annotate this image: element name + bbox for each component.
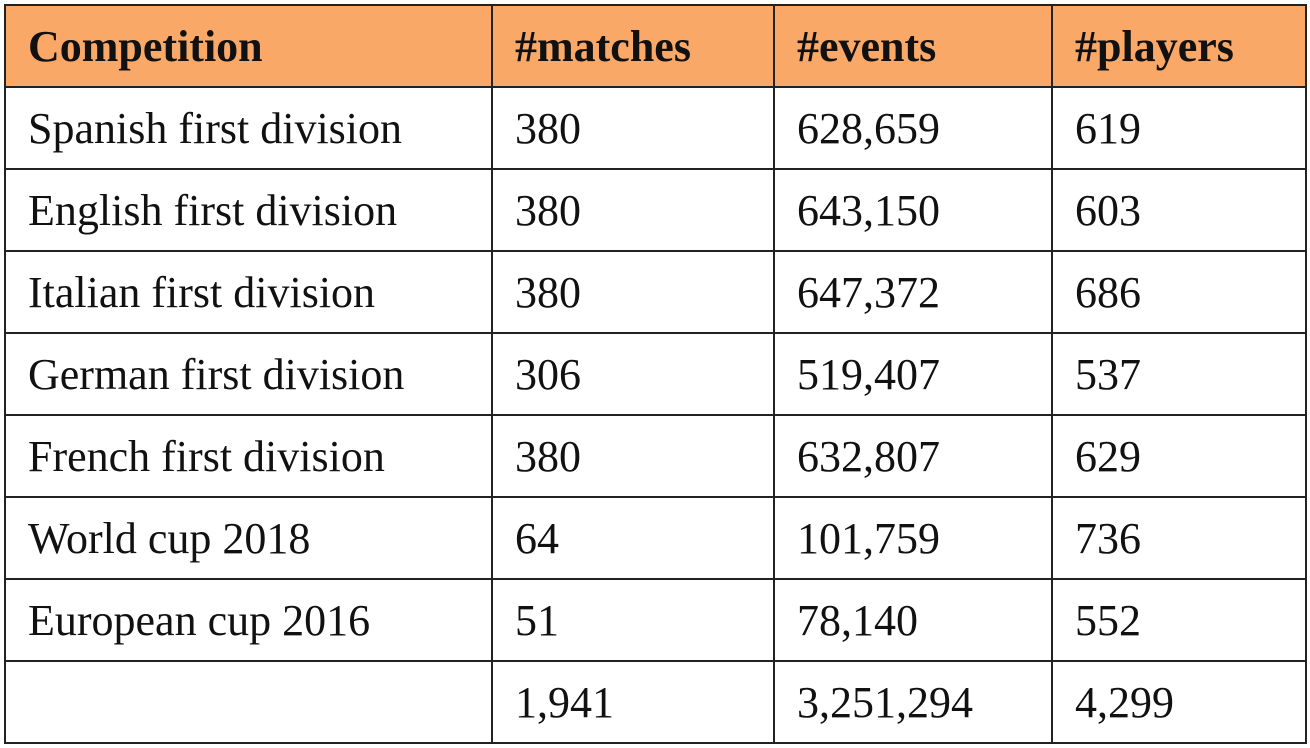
cell-competition: German first division — [4, 332, 493, 416]
cell-competition: Spanish first division — [4, 86, 493, 170]
cell-players-total: 4,299 — [1051, 660, 1307, 744]
competition-stats-table: Competition #matches #events #players Sp… — [4, 4, 1307, 744]
table-row: French first division 380 632,807 629 — [4, 414, 1307, 498]
cell-competition: French first division — [4, 414, 493, 498]
cell-players: 736 — [1051, 496, 1307, 580]
table-header-row: Competition #matches #events #players — [4, 4, 1307, 88]
table-row: Italian first division 380 647,372 686 — [4, 250, 1307, 334]
cell-competition: European cup 2016 — [4, 578, 493, 662]
cell-matches: 380 — [491, 86, 775, 170]
column-header-competition: Competition — [4, 4, 493, 88]
cell-events: 628,659 — [773, 86, 1053, 170]
cell-competition: Italian first division — [4, 250, 493, 334]
cell-players: 629 — [1051, 414, 1307, 498]
cell-matches: 380 — [491, 250, 775, 334]
cell-events-total: 3,251,294 — [773, 660, 1053, 744]
competition-stats-table-container: Competition #matches #events #players Sp… — [4, 4, 1307, 744]
cell-competition-total — [4, 660, 493, 744]
cell-matches: 380 — [491, 414, 775, 498]
cell-events: 643,150 — [773, 168, 1053, 252]
table-row: World cup 2018 64 101,759 736 — [4, 496, 1307, 580]
cell-matches-total: 1,941 — [491, 660, 775, 744]
cell-players: 619 — [1051, 86, 1307, 170]
cell-matches: 64 — [491, 496, 775, 580]
cell-players: 686 — [1051, 250, 1307, 334]
column-header-events: #events — [773, 4, 1053, 88]
table-row: German first division 306 519,407 537 — [4, 332, 1307, 416]
table-row: Spanish first division 380 628,659 619 — [4, 86, 1307, 170]
cell-matches: 51 — [491, 578, 775, 662]
column-header-matches: #matches — [491, 4, 775, 88]
table-row: European cup 2016 51 78,140 552 — [4, 578, 1307, 662]
cell-events: 647,372 — [773, 250, 1053, 334]
cell-matches: 380 — [491, 168, 775, 252]
cell-competition: World cup 2018 — [4, 496, 493, 580]
cell-events: 632,807 — [773, 414, 1053, 498]
table-total-row: 1,941 3,251,294 4,299 — [4, 660, 1307, 744]
column-header-players: #players — [1051, 4, 1307, 88]
cell-competition: English first division — [4, 168, 493, 252]
cell-players: 537 — [1051, 332, 1307, 416]
cell-events: 519,407 — [773, 332, 1053, 416]
table-row: English first division 380 643,150 603 — [4, 168, 1307, 252]
cell-matches: 306 — [491, 332, 775, 416]
cell-players: 603 — [1051, 168, 1307, 252]
cell-events: 101,759 — [773, 496, 1053, 580]
cell-players: 552 — [1051, 578, 1307, 662]
cell-events: 78,140 — [773, 578, 1053, 662]
